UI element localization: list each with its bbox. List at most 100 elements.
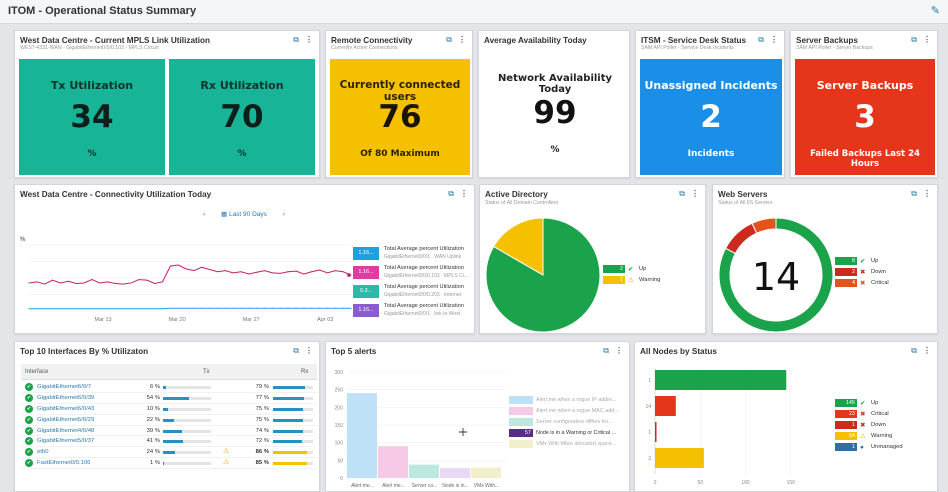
more-menu-icon[interactable]: ⋮ (923, 189, 931, 198)
status-up-icon: ✔ (628, 266, 634, 273)
legend-item[interactable]: 1 ⚠ Warning (603, 276, 660, 287)
open-external-icon[interactable]: ⧉ (446, 35, 452, 44)
table-row[interactable]: ✔ FastEthernet0/0.106 1 % ⚠ 85 % (21, 458, 317, 470)
more-menu-icon[interactable]: ⋮ (305, 346, 313, 355)
connected-users-tile[interactable]: Currently connected users 76 Of 80 Maxim… (330, 59, 470, 175)
more-menu-icon[interactable]: ⋮ (770, 35, 778, 44)
nodes-bar-chart[interactable]: 0 50 100 150 1 14 1 3 (637, 364, 832, 492)
legend-item[interactable]: 8 ✔ Up (835, 257, 889, 268)
more-menu-icon[interactable]: ⋮ (460, 189, 468, 198)
alert-bar[interactable] (440, 468, 470, 478)
legend-item[interactable]: 145 ✔ Up (835, 399, 903, 410)
legend-item[interactable]: 23 ✖ Critical (835, 410, 903, 421)
legend-item[interactable]: Alert me when a rogue MAC add... (509, 407, 619, 418)
alert-bar[interactable] (409, 464, 439, 478)
chevron-right-icon[interactable]: › (282, 211, 285, 218)
column-header[interactable]: Interface (25, 369, 49, 375)
open-external-icon[interactable]: ⧉ (911, 35, 917, 44)
column-header[interactable]: Tx (203, 369, 210, 375)
web-servers-donut-chart[interactable] (717, 215, 835, 333)
table-row[interactable]: ✔ GigabitEthernet6/0/39 54 % 77 % (21, 393, 317, 404)
more-menu-icon[interactable]: ⋮ (923, 35, 931, 44)
legend-item[interactable]: 54 ⚠ Warning (835, 432, 903, 443)
legend-item[interactable]: 1 ● Unmanaged (835, 443, 903, 454)
data-point (248, 273, 250, 275)
table-row[interactable]: ✔ GigabitEthernet5/0/37 41 % 72 % (21, 436, 317, 448)
availability-tile[interactable]: Network Availability Today 99 % (483, 59, 627, 175)
open-external-icon[interactable]: ⧉ (603, 346, 609, 355)
legend-item[interactable]: 1 ✖ Down (835, 421, 903, 432)
active-directory-widget: Active Directory Status of All Domain Co… (479, 184, 706, 334)
node-status-bar[interactable] (655, 448, 704, 468)
legend-label: Down (871, 269, 886, 275)
legend-item[interactable]: VMs With Mbre allocated space... (509, 440, 619, 451)
interface-link[interactable]: GigabitEthernet6/0/39 (37, 394, 95, 401)
legend-item[interactable]: 1.16... Total Average percent Utilization… (353, 302, 473, 320)
tile-label: Server Backups (816, 79, 914, 92)
data-point (193, 307, 195, 309)
interface-link[interactable]: FastEthernet0/0.106 (37, 460, 91, 467)
chevron-left-icon[interactable]: ‹ (203, 211, 206, 218)
more-menu-icon[interactable]: ⋮ (305, 35, 313, 44)
pencil-icon[interactable]: ✎ (930, 5, 940, 17)
legend-item[interactable]: 1.16... Total Average percent Utilization… (353, 245, 473, 263)
more-menu-icon[interactable]: ⋮ (615, 346, 623, 355)
pie-slice-down[interactable] (724, 222, 758, 255)
pie-slice-warning[interactable] (492, 217, 544, 276)
date-range-label[interactable]: Last 90 Days (228, 211, 267, 218)
alert-bar[interactable] (347, 393, 377, 478)
table-row[interactable]: ✔ GigabitEthernet6/0/7 6 % 79 % (21, 382, 317, 393)
open-external-icon[interactable]: ⧉ (293, 346, 299, 355)
interface-link[interactable]: GigabitEthernet6/0/29 (37, 416, 95, 423)
alert-bar[interactable] (378, 446, 408, 478)
legend-item[interactable]: Server configuration differs fro... (509, 418, 619, 429)
active-directory-pie-chart[interactable] (484, 215, 602, 333)
node-status-bar[interactable] (655, 370, 787, 390)
table-row[interactable]: ✔ GigabitEthernet6/0/29 22 % 75 % (21, 415, 317, 426)
data-point (114, 283, 116, 285)
open-external-icon[interactable]: ⧉ (679, 189, 685, 198)
interface-link[interactable]: GigabitEthernet6/0/7 (37, 384, 92, 390)
open-external-icon[interactable]: ⧉ (911, 346, 917, 355)
table-row[interactable]: ✔ GigabitEthernet6/0/43 10 % 75 % (21, 404, 317, 415)
rx-utilization-tile[interactable]: Rx Utilization 70 % (169, 59, 315, 175)
tx-utilization-tile[interactable]: Tx Utilization 34 % (19, 59, 165, 175)
open-external-icon[interactable]: ⧉ (758, 35, 764, 44)
date-range-picker[interactable]: ‹ ▦ Last 90 Days › (203, 210, 285, 218)
legend-item[interactable]: 4 ✖ Critical (835, 279, 889, 290)
interface-link[interactable]: GigabitEthernet5/0/37 (37, 438, 95, 445)
pie-slice-critical[interactable] (751, 217, 777, 234)
data-point (83, 282, 85, 284)
series-line[interactable] (28, 264, 352, 285)
open-external-icon[interactable]: ⧉ (293, 35, 299, 44)
series-line[interactable] (29, 307, 351, 310)
failed-backups-tile[interactable]: Server Backups 3 Failed Backups Last 24 … (795, 59, 935, 175)
legend-item[interactable]: 2 ✖ Down (835, 268, 889, 279)
interface-link[interactable]: GigabitEthernet6/0/43 (37, 405, 95, 412)
widget-subtitle: SAM API Poller - Server Backups (796, 45, 873, 51)
data-point (334, 270, 336, 272)
alert-bar[interactable] (471, 467, 501, 478)
interface-link[interactable]: eth0 (37, 449, 49, 456)
more-menu-icon[interactable]: ⋮ (691, 189, 699, 198)
unassigned-incidents-tile[interactable]: Unassigned Incidents 2 Incidents (640, 59, 782, 175)
pie-slice-up[interactable] (718, 217, 834, 333)
column-header[interactable]: Rx (301, 369, 309, 375)
alerts-bar-chart[interactable]: 300 250 200 150 100 50 0 Alert me... Alert me...… (328, 362, 510, 492)
legend-item[interactable]: 1.16... Total Average percent Utilization… (353, 264, 473, 282)
legend-item[interactable]: 2 ✔ Up (603, 265, 660, 276)
legend-item[interactable]: Alert me when a rogue IP addre... (509, 396, 619, 407)
node-status-bar[interactable] (655, 396, 676, 416)
table-row[interactable]: ✔ eth0 24 % ⚠ 86 % (21, 447, 317, 459)
utilization-line-chart[interactable]: Mar 13 Mar 20 Mar 27 Apr 03 (21, 241, 355, 325)
interface-link[interactable]: GigabitEthernet4/0/48 (37, 427, 95, 434)
legend-item[interactable]: 0.3... Total Average percent Utilization G… (353, 283, 473, 301)
data-point (232, 307, 234, 309)
open-external-icon[interactable]: ⧉ (911, 189, 917, 198)
more-menu-icon[interactable]: ⋮ (458, 35, 466, 44)
table-row[interactable]: ✔ GigabitEthernet4/0/48 39 % 74 % (21, 426, 317, 437)
legend-item[interactable]: 57 Node is in a Warning or Critical ... (509, 429, 619, 440)
more-menu-icon[interactable]: ⋮ (923, 346, 931, 355)
open-external-icon[interactable]: ⧉ (448, 189, 454, 198)
node-status-bar[interactable] (655, 422, 657, 442)
